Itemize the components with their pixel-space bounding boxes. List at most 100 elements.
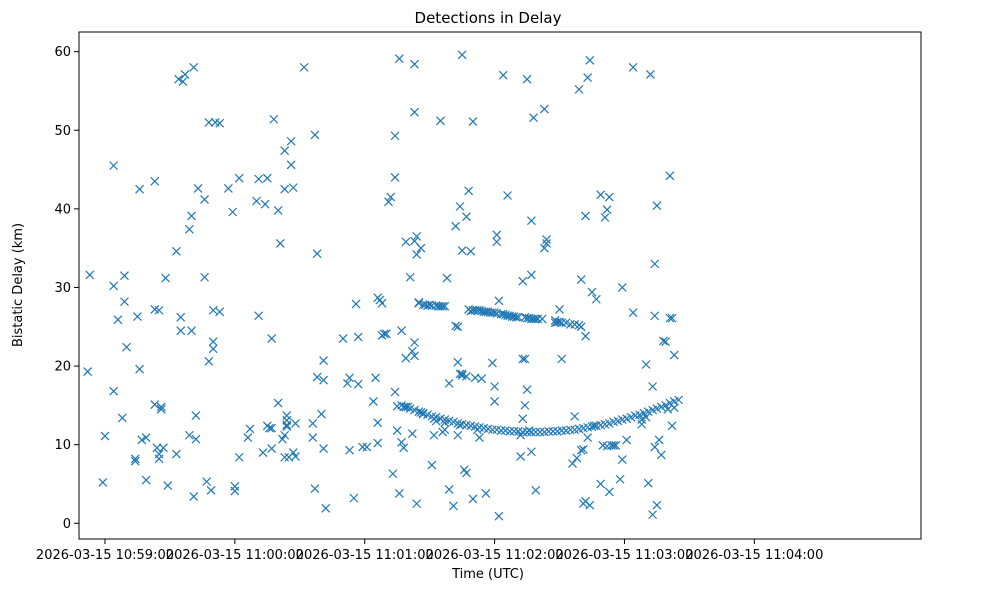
data-point	[267, 334, 277, 343]
data-point	[98, 477, 108, 487]
data-point	[494, 296, 504, 306]
data-point	[154, 305, 164, 315]
data-point	[390, 131, 400, 141]
data-point	[596, 190, 606, 200]
data-point	[189, 62, 199, 72]
data-point	[254, 174, 264, 184]
data-point	[100, 431, 110, 441]
data-point	[407, 346, 417, 356]
data-point	[529, 113, 538, 123]
data-point	[542, 235, 551, 244]
data-point	[412, 231, 422, 241]
y-tick-label: 20	[54, 360, 71, 375]
data-point	[442, 273, 452, 283]
data-point	[438, 301, 448, 311]
data-point	[641, 360, 651, 369]
data-point	[412, 499, 422, 509]
data-point	[135, 364, 145, 374]
data-point	[604, 192, 614, 202]
data-point	[228, 207, 238, 217]
data-point	[533, 314, 543, 324]
data-point	[646, 70, 655, 79]
x-axis-title: Time (UTC)	[451, 567, 524, 582]
data-point	[637, 415, 647, 424]
data-point	[379, 329, 389, 339]
data-point	[280, 184, 290, 194]
data-point	[617, 283, 627, 292]
data-point	[520, 400, 530, 410]
data-point	[113, 315, 123, 325]
data-point	[410, 107, 419, 117]
data-point	[531, 314, 541, 324]
data-point	[509, 426, 519, 436]
data-point	[390, 387, 400, 397]
data-point	[384, 197, 393, 207]
data-point	[401, 353, 411, 363]
data-point	[117, 413, 127, 423]
data-point	[477, 374, 487, 384]
data-point	[526, 270, 536, 280]
data-point	[557, 426, 567, 435]
data-point	[191, 411, 201, 421]
data-point	[429, 430, 439, 440]
data-point	[401, 237, 411, 247]
y-tick-label: 60	[54, 45, 71, 60]
data-point	[518, 276, 528, 286]
data-point	[338, 334, 348, 343]
data-point	[494, 511, 504, 521]
data-point	[399, 443, 409, 453]
x-tick-label: 2026-03-15 11:00:00	[166, 548, 304, 563]
data-point	[282, 411, 292, 421]
data-point	[423, 301, 432, 310]
data-point	[490, 397, 500, 406]
data-point	[410, 236, 419, 246]
data-point	[557, 318, 567, 328]
data-point	[133, 312, 142, 321]
data-point	[451, 221, 461, 231]
data-point	[650, 311, 660, 321]
y-tick-label: 50	[54, 124, 71, 139]
data-point	[377, 298, 387, 308]
data-point	[462, 468, 471, 478]
data-point	[537, 314, 547, 324]
data-point	[490, 382, 500, 391]
data-point	[492, 237, 502, 247]
data-point	[466, 246, 476, 256]
data-point	[137, 435, 147, 445]
data-point	[557, 354, 567, 364]
data-point	[286, 160, 296, 170]
data-point	[120, 271, 129, 281]
data-point	[518, 354, 528, 364]
data-point	[576, 445, 586, 455]
data-point	[604, 487, 614, 497]
data-point	[286, 136, 296, 146]
data-point	[487, 358, 497, 368]
data-point	[457, 50, 467, 60]
data-point	[544, 426, 554, 436]
data-point	[516, 452, 525, 461]
data-point	[412, 250, 422, 259]
x-tick-label: 2026-03-15 11:01:00	[296, 548, 434, 563]
data-point	[492, 230, 502, 240]
data-point	[464, 186, 474, 196]
data-point	[490, 308, 500, 318]
data-point	[273, 206, 283, 215]
data-point	[648, 510, 658, 520]
data-point	[187, 326, 196, 336]
data-point	[487, 425, 497, 435]
data-point	[526, 314, 536, 324]
plot-area	[78, 31, 922, 540]
data-point	[191, 434, 201, 444]
data-point	[351, 299, 361, 309]
data-point	[600, 213, 610, 222]
y-axis: 0 10 20 30 40 50 60	[54, 45, 79, 532]
x-tick-label: 2026-03-15 11:03:00	[555, 548, 693, 563]
data-point	[518, 427, 528, 437]
data-point	[358, 442, 367, 452]
data-point	[373, 438, 383, 448]
data-point	[310, 484, 320, 494]
data-point	[433, 301, 443, 311]
data-point	[576, 275, 586, 285]
y-tick-label: 30	[54, 281, 71, 296]
data-point	[498, 70, 508, 80]
